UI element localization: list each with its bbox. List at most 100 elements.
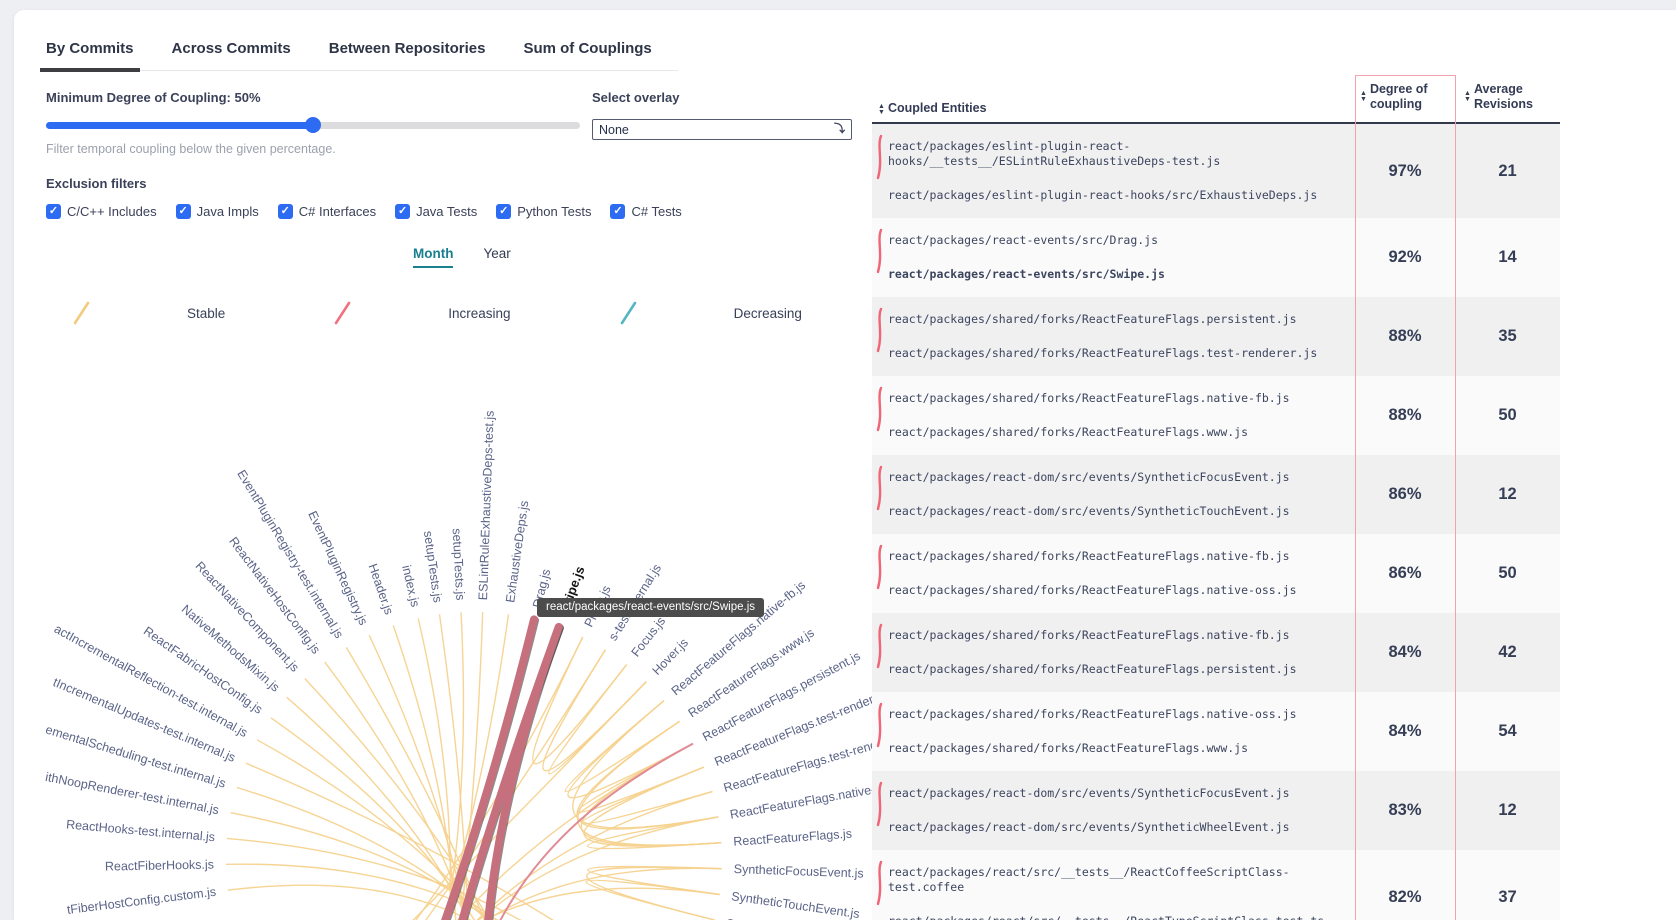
increasing-edge (499, 742, 694, 920)
period-option-year[interactable]: Year (483, 246, 511, 261)
degree-cell: 86% (1388, 564, 1422, 582)
slider-thumb[interactable] (305, 117, 321, 133)
entity-path: react/packages/shared/forks/ReactFeature… (888, 707, 1297, 721)
degree-cell: 86% (1388, 485, 1422, 503)
node-label-index-js[interactable]: index.js (399, 564, 422, 608)
table-row[interactable]: react/packages/shared/forks/ReactFeature… (872, 376, 1560, 455)
stable-edge (576, 720, 719, 830)
entity-path: react/packages/shared/forks/ReactFeature… (888, 628, 1290, 642)
table-row[interactable]: react/packages/react-events/src/Drag.js r… (872, 218, 1560, 297)
spark-trend-icon (876, 544, 883, 590)
node-label-focus-js[interactable]: Focus.js (629, 614, 669, 659)
coupled-entities-cell: react/packages/shared/forks/ReactFeature… (872, 692, 1355, 771)
revisions-cell: 37 (1498, 887, 1517, 906)
table-row[interactable]: react/packages/react-dom/src/events/Synt… (872, 455, 1560, 534)
min-coupling-control: Minimum Degree of Coupling: 50% Filter t… (46, 90, 580, 156)
table-row[interactable]: react/packages/shared/forks/ReactFeature… (872, 297, 1560, 376)
table-row[interactable]: react/packages/eslint-plugin-react-hooks… (872, 124, 1560, 218)
checkmark-icon: ✓ (395, 204, 411, 219)
checkbox-c-tests[interactable]: ✓ C# Tests (610, 204, 682, 219)
node-label-reactfeatureflags-js[interactable]: ReactFeatureFlags.js (733, 827, 852, 849)
checkbox-c-c-includes[interactable]: ✓ C/C++ Includes (46, 204, 157, 219)
node-label-reacthooks-test-internal-js[interactable]: ReactHooks-test.internal.js (66, 817, 216, 844)
stable-edge (245, 762, 554, 920)
node-label-hover-js[interactable]: Hover.js (650, 636, 691, 678)
spark-trend-icon (876, 860, 883, 906)
table-row[interactable]: react/packages/shared/forks/ReactFeature… (872, 692, 1560, 771)
header-average-revisions[interactable]: ▲ ▼ Average Revisions (1464, 81, 1533, 111)
node-label-synthetictouchevent-js[interactable]: SyntheticTouchEvent.js (730, 889, 860, 920)
stable-edge (485, 867, 722, 920)
tab-across-commits[interactable]: Across Commits (171, 40, 291, 57)
legend-item-increasing: Increasing (333, 300, 511, 326)
period-toggle: Month Year (413, 246, 511, 268)
entity-path: react/packages/react-dom/src/events/Synt… (888, 786, 1290, 800)
revisions-cell: 50 (1498, 564, 1517, 582)
node-label-header-js[interactable]: Header.js (366, 562, 396, 616)
period-option-month[interactable]: Month (413, 246, 454, 268)
stable-edge (417, 618, 452, 920)
table-row[interactable]: react/packages/react/src/__tests__/React… (872, 850, 1560, 920)
revisions-cell: 14 (1498, 248, 1517, 266)
spark-trend-icon (876, 781, 883, 827)
node-label-setuptests-js[interactable]: setupTests.js (450, 528, 468, 601)
table-row[interactable]: react/packages/react-dom/src/events/Synt… (872, 771, 1560, 850)
entity-path: react/packages/react/src/__tests__/React… (888, 914, 1348, 920)
trend-line-icon (620, 301, 636, 325)
entity-path: react/packages/react-events/src/Swipe.js (888, 267, 1165, 281)
node-label-eventpluginregistry-js[interactable]: EventPluginRegistry.js (305, 509, 370, 627)
checkmark-icon: ✓ (277, 204, 293, 219)
header-divider (872, 122, 1560, 124)
node-label-setuptests-js[interactable]: setupTests.js (421, 530, 445, 604)
checkbox-python-tests[interactable]: ✓ Python Tests (496, 204, 591, 219)
header-coupled-entities[interactable]: ▲ ▼ Coupled Entities (878, 101, 987, 116)
table-row[interactable]: react/packages/shared/forks/ReactFeature… (872, 534, 1560, 613)
trend-sparkline (874, 386, 886, 437)
coupling-slider[interactable] (46, 117, 580, 133)
coupled-entities-cell: react/packages/react-dom/src/events/Synt… (872, 455, 1355, 534)
degree-cell: 84% (1388, 722, 1422, 740)
coupled-entities-cell: react/packages/shared/forks/ReactFeature… (872, 297, 1355, 376)
spark-trend-icon (876, 307, 883, 353)
stable-edge (256, 739, 488, 920)
header-degree-of-coupling[interactable]: ▲ ▼ Degree of coupling (1360, 81, 1428, 111)
coupled-entities-cell: react/packages/shared/forks/ReactFeature… (872, 534, 1355, 613)
node-label-exhaustivedeps-js[interactable]: ExhaustiveDeps.js (503, 500, 531, 604)
table-row[interactable]: react/packages/shared/forks/ReactFeature… (872, 613, 1560, 692)
checkbox-c-interfaces[interactable]: ✓ C# Interfaces (277, 204, 376, 219)
tab-sum-of-couplings[interactable]: Sum of Couplings (523, 40, 652, 57)
legend-label: Stable (187, 305, 226, 321)
stable-edge (412, 681, 647, 920)
node-label-eslintruleexhaustivedeps-test-js[interactable]: ESLintRuleExhaustiveDeps-test.js (476, 410, 497, 600)
coupled-entities-cell: react/packages/react/src/__tests__/React… (872, 850, 1355, 920)
table-body: react/packages/eslint-plugin-react-hooks… (872, 124, 1560, 920)
spark-trend-icon (876, 702, 883, 748)
checkbox-java-impls[interactable]: ✓ Java Impls (175, 204, 259, 219)
degree-cell: 82% (1388, 887, 1422, 906)
node-label-tfiberhostconfig-custom-js[interactable]: tFiberHostConfig.custom.js (66, 885, 217, 917)
revisions-cell: 12 (1498, 485, 1517, 503)
overlay-select-value: None (599, 122, 629, 137)
coupled-entities-cell: react/packages/shared/forks/ReactFeature… (872, 376, 1355, 455)
trend-sparkline (874, 228, 886, 279)
tab-by-commits[interactable]: By Commits (40, 32, 140, 72)
min-coupling-label: Minimum Degree of Coupling: 50% (46, 90, 261, 105)
tab-bar: By Commits Across Commits Between Reposito… (40, 32, 678, 72)
spark-trend-icon (876, 134, 883, 180)
stable-edge (477, 816, 719, 920)
stable-edge (583, 766, 722, 847)
coupled-entities-cell: react/packages/react-events/src/Drag.js r… (872, 218, 1355, 297)
revisions-cell: 50 (1498, 406, 1517, 424)
entity-path: react/packages/shared/forks/ReactFeature… (888, 662, 1297, 676)
checkbox-java-tests[interactable]: ✓ Java Tests (395, 204, 477, 219)
node-label-syntheticfocusevent-js[interactable]: SyntheticFocusEvent.js (734, 862, 864, 881)
revisions-cell: 42 (1498, 643, 1517, 661)
overlay-label: Select overlay (592, 90, 680, 105)
coupling-table: ▲ ▼ Coupled Entities ▲ ▼ Degree of coupling… (872, 75, 1560, 920)
tab-between-repositories[interactable]: Between Repositories (328, 40, 486, 57)
overlay-control: Select overlay None ⤵ (592, 90, 852, 140)
checkmark-icon: ✓ (175, 204, 191, 219)
node-label-reactfiberhooks-js[interactable]: ReactFiberHooks.js (105, 858, 214, 874)
overlay-select[interactable]: None ⤵ (592, 119, 852, 140)
